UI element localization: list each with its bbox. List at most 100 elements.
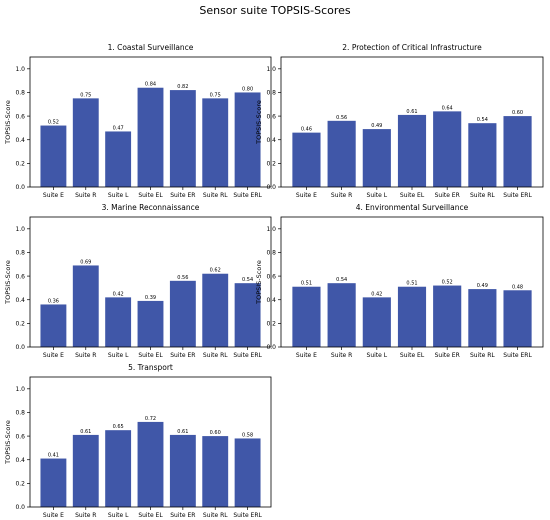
plot-frame [280,216,544,348]
y-tick-label: 0.8 [15,410,25,417]
y-tick-label: 1.0 [266,226,276,233]
bar-suite-r [327,283,356,347]
bar-suite-l [105,297,132,347]
y-tick-label: 0.4 [15,137,25,144]
bar-value-label: 0.51 [406,281,417,287]
bar-value-label: 0.46 [301,127,312,133]
x-tick-label: Suite ERL [503,192,532,199]
bar-value-label: 0.47 [113,125,124,131]
y-tick-label: 0.2 [266,161,276,168]
x-tick-label: Suite ER [435,352,460,359]
y-tick-label: 0.0 [266,184,276,191]
x-tick-label: Suite RL [203,192,228,199]
bar-value-label: 0.49 [477,283,488,289]
y-tick-label: 0.0 [15,184,25,191]
y-tick-label: 1.0 [266,66,276,73]
x-tick-label: Suite EL [400,192,425,199]
x-tick-label: Suite R [331,192,352,199]
x-tick-label: Suite R [75,192,96,199]
plot-frame [29,216,272,348]
x-tick-label: Suite ER [170,192,195,199]
bar-suite-rl [468,123,497,187]
x-tick-label: Suite L [108,352,129,359]
x-tick-label: Suite RL [470,352,495,359]
bar-suite-r [72,98,99,187]
x-tick-label: Suite ERL [233,512,262,519]
bar-value-label: 0.52 [48,120,59,126]
bar-suite-r [72,265,99,347]
chart-panel-4: 4. Environmental Surveillance 0.0 0.2 0.4 0.… [255,203,544,359]
chart-panel-2: 2. Protection of Critical Infrastructure… [255,43,544,199]
bar-suite-er [433,111,462,187]
panel-title: 3. Marine Reconnaissance [102,203,200,212]
bar-suite-e [292,286,321,347]
x-tick-label: Suite E [43,192,64,199]
bar-value-label: 0.39 [145,295,156,301]
x-tick-label: Suite L [108,512,129,519]
y-tick-label: 0.2 [15,161,25,168]
x-tick-label: Suite RL [203,512,228,519]
y-axis-label: TOPSIS-Score [255,260,263,305]
bar-suite-er [169,434,196,507]
x-tick-label: Suite L [367,352,388,359]
y-axis-label: TOPSIS-Score [255,100,263,145]
bar-suite-erl [503,116,532,187]
y-axis-label: TOPSIS-Score [4,100,12,145]
panel-title: 1. Coastal Surveillance [108,43,194,52]
bar-value-label: 0.82 [177,84,188,90]
panel-title: 4. Environmental Surveillance [356,203,469,212]
bar-value-label: 0.61 [406,109,417,115]
bar-suite-el [137,421,164,507]
bar-suite-erl [234,92,261,187]
bar-suite-l [362,129,391,187]
bar-value-label: 0.75 [210,92,221,98]
x-tick-label: Suite ERL [233,192,262,199]
bar-value-label: 0.56 [177,275,188,281]
bar-suite-erl [234,438,261,507]
y-tick-label: 0.2 [266,321,276,328]
bar-suite-rl [202,436,229,507]
bar-value-label: 0.61 [80,429,91,435]
y-tick-label: 0.4 [266,297,276,304]
bar-suite-el [397,286,427,347]
y-tick-label: 0.4 [15,457,25,464]
x-tick-label: Suite L [367,192,388,199]
chart-panel-3: 3. Marine Reconnaissance 0.0 0.2 0.4 0.6 0.8 1… [4,203,272,359]
bar-suite-r [72,434,99,507]
bar-suite-rl [202,98,229,187]
bar-value-label: 0.49 [371,123,382,129]
x-tick-label: Suite ER [170,512,195,519]
x-tick-label: Suite EL [138,512,163,519]
bar-value-label: 0.54 [477,117,488,123]
bar-suite-e [40,458,67,507]
bar-value-label: 0.52 [442,280,453,286]
x-tick-label: Suite ER [435,192,460,199]
chart-panels: 1. Coastal Surveillance 0.0 0.2 0.4 0.6 0.8 1.… [4,43,544,519]
bar-value-label: 0.58 [242,432,253,438]
y-tick-label: 0.2 [15,481,25,488]
y-tick-label: 0.8 [266,90,276,97]
bar-value-label: 0.62 [210,268,221,274]
y-tick-label: 0.0 [15,504,25,511]
x-tick-label: Suite EL [138,352,163,359]
bar-suite-el [397,114,427,187]
y-tick-label: 0.6 [266,273,276,280]
x-tick-label: Suite ERL [233,352,262,359]
bar-suite-er [169,90,196,187]
bar-suite-rl [202,273,229,347]
bar-suite-l [105,131,132,187]
y-tick-label: 0.4 [15,297,25,304]
x-tick-label: Suite E [296,352,317,359]
bar-value-label: 0.65 [113,424,124,430]
x-tick-label: Suite RL [470,192,495,199]
y-tick-label: 0.6 [15,273,25,280]
bar-value-label: 0.80 [242,86,253,92]
chart-panel-1: 1. Coastal Surveillance 0.0 0.2 0.4 0.6 0.8 1.… [4,43,272,199]
y-tick-label: 0.6 [15,113,25,120]
bar-suite-el [137,300,164,347]
bar-suite-rl [468,289,497,347]
y-axis-label: TOPSIS-Score [4,420,12,465]
y-tick-label: 1.0 [15,386,25,393]
plot-frame [29,56,272,188]
bar-value-label: 0.42 [371,291,382,297]
